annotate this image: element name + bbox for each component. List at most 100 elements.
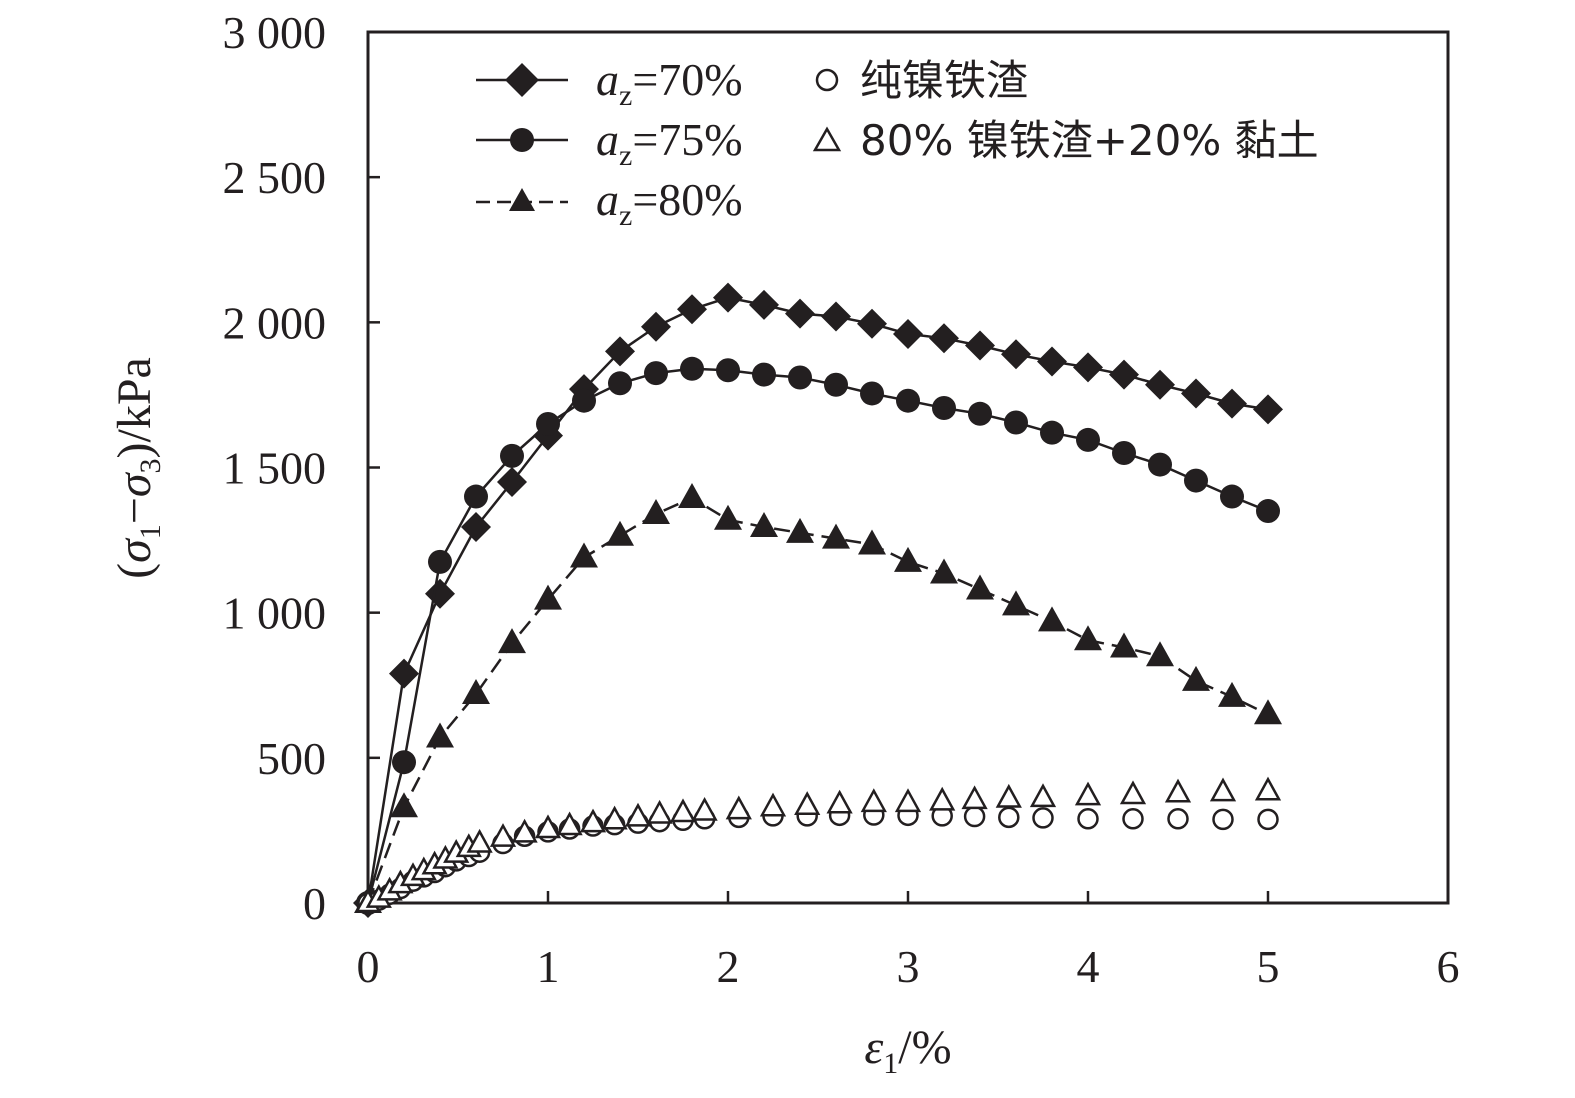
- series-2: [354, 482, 1282, 913]
- data-point-circle: [1148, 452, 1172, 477]
- data-point-circle: [932, 395, 956, 420]
- data-point-triangle: [462, 678, 490, 704]
- data-point-circle: [1076, 427, 1100, 452]
- data-point-open-triangle: [894, 788, 922, 813]
- legend-entry-az75: az=75%: [476, 114, 743, 172]
- data-point-triangle: [570, 542, 598, 568]
- data-point-circle: [968, 401, 992, 426]
- data-point-circle: [572, 388, 596, 413]
- data-point-open-triangle: [794, 791, 821, 815]
- data-point-diamond: [965, 330, 995, 361]
- data-point-triangle: [426, 722, 454, 748]
- legend-entry-az70: az=70%: [476, 54, 743, 112]
- data-point-open-triangle: [1254, 776, 1282, 801]
- data-point-triangle: [390, 792, 418, 818]
- y-tick-label: 3 000: [223, 7, 327, 58]
- data-point-triangle: [750, 512, 778, 538]
- data-point-triangle: [498, 628, 526, 654]
- data-point-circle: [1112, 440, 1136, 465]
- x-tick-label: 6: [1437, 941, 1460, 992]
- data-point-open-triangle: [995, 783, 1022, 808]
- data-point-triangle: [822, 523, 850, 549]
- x-tick-label: 1: [537, 941, 560, 992]
- data-point-open-triangle: [826, 789, 853, 814]
- data-point-circle: [788, 365, 812, 390]
- legend-entry-slag-clay: 80% 镍铁渣+20% 黏土: [812, 116, 1319, 165]
- data-point-triangle: [1218, 681, 1246, 707]
- data-point-circle: [1256, 499, 1280, 524]
- legend-label-az70: az=70%: [596, 54, 743, 112]
- data-point-open-triangle: [579, 808, 607, 833]
- data-point-triangle: [1182, 665, 1210, 691]
- data-point-triangle: [678, 482, 706, 508]
- x-tick-label: 0: [357, 941, 380, 992]
- legend-label-az80: az=80%: [596, 174, 743, 232]
- data-point-open-triangle: [691, 796, 718, 821]
- data-point-diamond: [641, 311, 671, 342]
- legend-marker-circle: [510, 128, 534, 152]
- data-point-circle: [860, 381, 884, 406]
- data-point-open-triangle: [669, 798, 697, 823]
- legend-label-az75: az=75%: [596, 114, 743, 172]
- data-point-triangle: [786, 517, 814, 543]
- series-1: [356, 356, 1280, 915]
- data-point-diamond: [1181, 378, 1211, 409]
- data-point-triangle: [534, 584, 562, 610]
- data-point-diamond: [677, 294, 707, 325]
- data-point-open-triangle: [489, 823, 517, 847]
- data-point-open-triangle: [534, 814, 562, 839]
- data-point-open-circle: [1257, 808, 1279, 831]
- data-point-diamond: [929, 323, 959, 354]
- data-point-triangle: [858, 529, 886, 555]
- data-point-circle: [464, 484, 488, 509]
- y-tick-label: 1 500: [223, 443, 327, 494]
- legend-marker-open-triangle: [812, 126, 842, 152]
- data-point-circle: [392, 750, 416, 775]
- data-point-diamond: [425, 578, 455, 609]
- data-point-diamond: [857, 308, 887, 339]
- y-tick-label: 0: [303, 878, 326, 929]
- data-point-circle: [896, 388, 920, 413]
- data-point-circle: [428, 549, 452, 574]
- data-point-open-triangle: [961, 785, 988, 810]
- data-point-open-circle: [1122, 808, 1144, 830]
- data-point-circle: [1184, 468, 1208, 493]
- data-point-diamond: [1217, 388, 1247, 419]
- y-tick-label: 2 500: [223, 152, 327, 203]
- data-point-diamond: [1253, 394, 1283, 425]
- y-tick-label: 1 000: [223, 588, 327, 639]
- data-point-circle: [680, 356, 704, 381]
- data-point-diamond: [1001, 339, 1031, 370]
- data-point-diamond: [461, 512, 491, 543]
- data-point-triangle: [1254, 699, 1282, 725]
- x-axis-ticks: 0 1 2 3 4 5 6: [357, 891, 1460, 992]
- data-point-circle: [608, 371, 632, 396]
- legend-entry-pure-slag: 纯镍铁渣: [815, 56, 1028, 105]
- data-point-diamond: [821, 301, 851, 332]
- data-point-circle: [752, 362, 776, 387]
- legend-marker-diamond: [505, 63, 539, 97]
- data-point-open-triangle: [601, 805, 628, 830]
- data-point-circle: [500, 443, 524, 468]
- data-point-diamond: [749, 289, 779, 320]
- data-point-open-triangle: [725, 795, 752, 820]
- data-point-triangle: [1146, 641, 1174, 667]
- data-point-diamond: [389, 658, 419, 689]
- x-tick-label: 3: [897, 941, 920, 992]
- data-point-open-triangle: [1074, 781, 1102, 806]
- series-4: [354, 776, 1282, 913]
- data-point-triangle: [714, 504, 742, 530]
- data-point-open-triangle: [646, 799, 673, 824]
- data-point-triangle: [606, 520, 634, 546]
- data-point-open-triangle: [1209, 777, 1237, 802]
- series-0: [353, 282, 1283, 918]
- data-point-open-triangle: [1164, 778, 1192, 803]
- data-point-open-circle: [1077, 808, 1099, 830]
- x-tick-label: 5: [1257, 941, 1280, 992]
- data-point-diamond: [1037, 346, 1067, 377]
- data-point-triangle: [894, 546, 922, 572]
- data-point-diamond: [1109, 359, 1139, 390]
- data-point-triangle: [966, 574, 994, 600]
- data-point-circle: [644, 361, 668, 386]
- data-point-circle: [824, 372, 848, 397]
